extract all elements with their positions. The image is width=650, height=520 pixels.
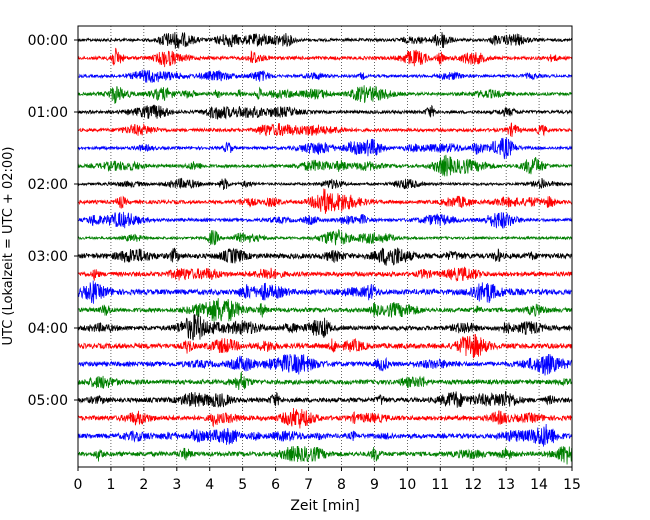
trace-12 (77, 228, 573, 246)
y-tick-label-4: 04:00 (28, 321, 68, 337)
trace-7 (77, 137, 573, 160)
x-tick-label-10: 10 (398, 477, 416, 493)
y-tick-label-5: 05:00 (28, 393, 68, 409)
x-axis-ticks: 0 1 2 3 4 5 6 7 8 9 10 11 12 13 14 15 (74, 467, 581, 493)
trace-21 (77, 391, 573, 408)
seismic-traces (77, 31, 573, 465)
x-tick-label-2: 2 (139, 477, 148, 493)
y-tick-label-2: 02:00 (28, 177, 68, 193)
trace-1 (77, 31, 573, 49)
plot-background (78, 26, 572, 467)
trace-9 (77, 177, 573, 190)
x-tick-label-0: 0 (74, 477, 83, 493)
y-tick-label-0: 00:00 (28, 33, 68, 49)
x-tick-label-5: 5 (238, 477, 247, 493)
x-tick-label-12: 12 (464, 477, 482, 493)
x-tick-label-1: 1 (106, 477, 115, 493)
trace-17 (77, 314, 573, 341)
trace-18 (77, 333, 573, 359)
trace-24 (77, 445, 573, 465)
trace-2 (77, 47, 573, 68)
trace-16 (77, 298, 573, 322)
trace-3 (77, 69, 573, 83)
trace-11 (77, 211, 573, 229)
trace-4 (77, 85, 573, 104)
trace-20 (77, 371, 573, 390)
x-tick-label-6: 6 (271, 477, 280, 493)
plot-frame (77, 25, 573, 468)
trace-19 (77, 354, 573, 376)
x-tick-label-8: 8 (337, 477, 346, 493)
x-tick-label-11: 11 (431, 477, 449, 493)
trace-8 (77, 154, 573, 177)
trace-22 (77, 407, 573, 429)
y-axis-ticks: 00:00 01:00 02:00 03:00 04:00 05:00 (28, 33, 78, 409)
x-tick-label-4: 4 (205, 477, 214, 493)
trace-15 (77, 280, 573, 304)
trace-23 (77, 423, 573, 447)
trace-14 (77, 266, 573, 282)
trace-6 (77, 122, 573, 137)
y-tick-label-1: 01:00 (28, 105, 68, 121)
trace-5 (77, 104, 573, 121)
x-tick-label-7: 7 (304, 477, 313, 493)
x-axis-label: Zeit [min] (290, 498, 359, 514)
trace-10 (77, 188, 573, 214)
trace-13 (77, 247, 573, 266)
x-tick-label-14: 14 (530, 477, 548, 493)
x-tick-label-15: 15 (563, 477, 581, 493)
x-tick-label-13: 13 (497, 477, 515, 493)
y-axis-label: UTC (Lokalzeit = UTC + 02:00) (1, 147, 16, 346)
x-tick-label-3: 3 (172, 477, 181, 493)
x-tick-label-9: 9 (370, 477, 379, 493)
y-tick-label-3: 03:00 (28, 249, 68, 265)
